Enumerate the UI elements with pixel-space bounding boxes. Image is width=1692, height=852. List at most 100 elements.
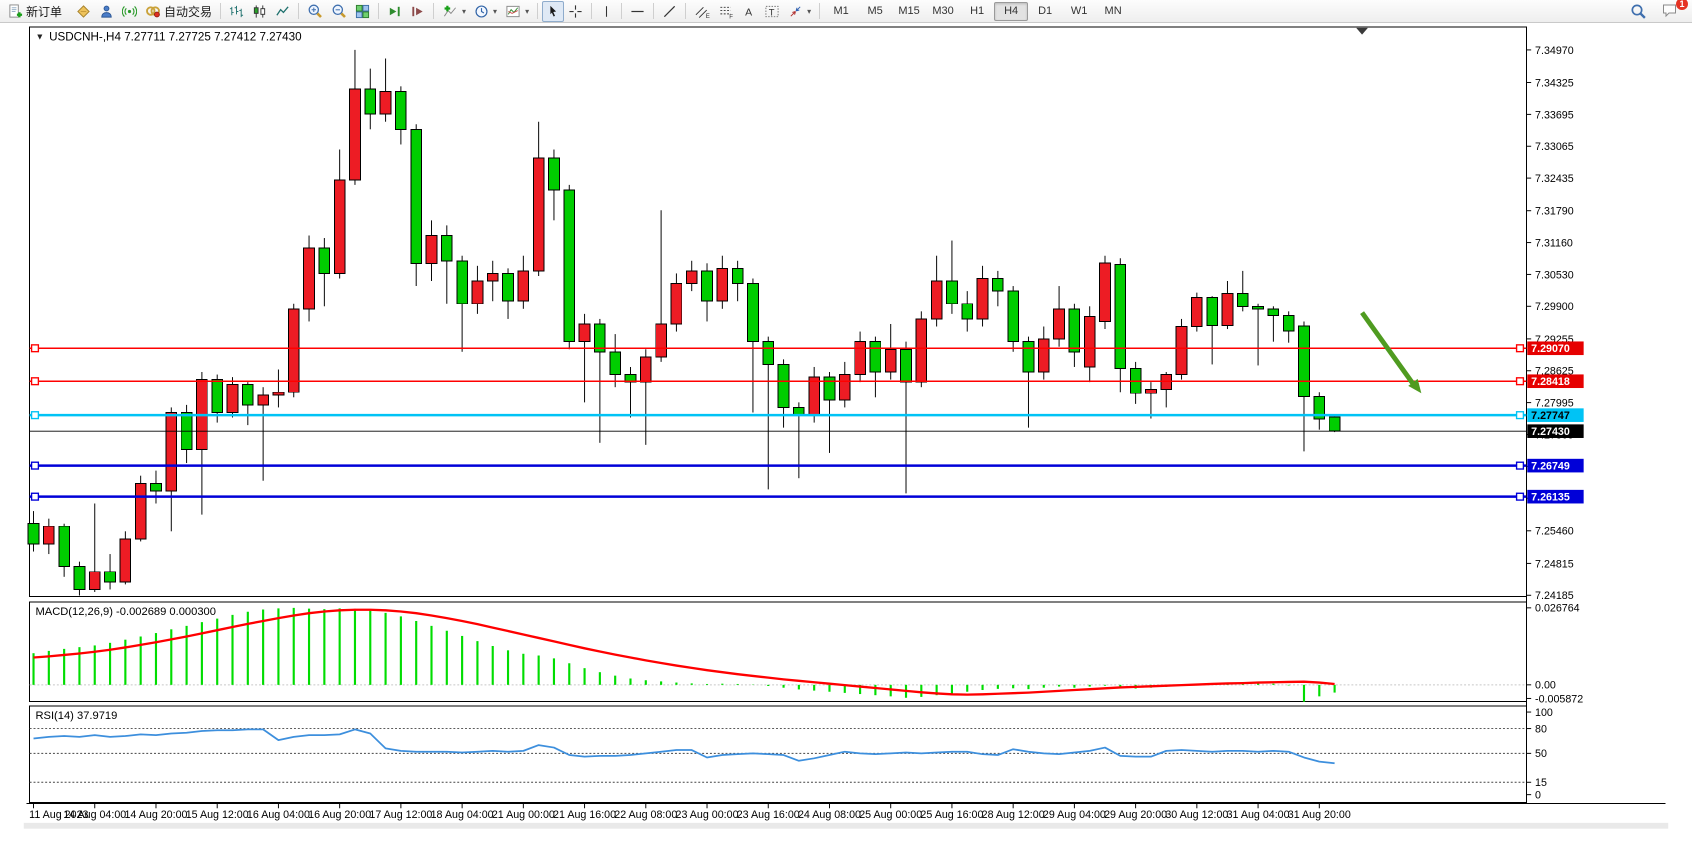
candle: [104, 554, 116, 590]
tile-windows-button[interactable]: [351, 1, 374, 22]
timeframe-button-D1[interactable]: D1: [1038, 5, 1053, 17]
dropdown-caret-icon[interactable]: ▾: [493, 6, 498, 16]
hline-anchor[interactable]: [30, 344, 40, 353]
candle-body: [701, 270, 713, 302]
vertical-line-icon: [606, 5, 608, 17]
candle-body: [915, 318, 928, 383]
search-button[interactable]: [1626, 1, 1651, 22]
candle: [976, 265, 989, 327]
chart-window[interactable]: 7.34970 7.34325 7.33695 7.33065 7.32435 7.317…: [0, 23, 1692, 852]
sell-arrow-object[interactable]: [1360, 311, 1416, 386]
text-button[interactable]: A: [738, 1, 760, 22]
price-pane[interactable]: [29, 26, 1527, 597]
timeframe-button-M15[interactable]: M15: [898, 5, 920, 17]
autotrading-button[interactable]: 自动交易: [141, 1, 216, 22]
channel-button[interactable]: E: [690, 1, 714, 22]
candle: [900, 341, 912, 494]
timeframe-button-H4[interactable]: H4: [994, 1, 1029, 21]
timeframe-button-MN[interactable]: MN: [1104, 5, 1122, 17]
candle: [58, 523, 70, 577]
crosshair-button[interactable]: [564, 1, 587, 22]
hline-anchor[interactable]: [1515, 377, 1525, 386]
hline-anchor[interactable]: [1515, 344, 1525, 353]
candle-body: [548, 157, 560, 191]
timeframe-button-H1[interactable]: H1: [970, 5, 985, 17]
timeframe-button-M30[interactable]: M30: [932, 5, 954, 17]
candle-body: [486, 272, 499, 282]
notifications-button[interactable]: 1: [1657, 0, 1688, 22]
candle: [1114, 258, 1127, 393]
market-watch-button[interactable]: [95, 1, 118, 22]
zoom-out-button[interactable]: [327, 1, 351, 22]
price-tick-label: 7.29900: [1535, 301, 1574, 313]
new-order-button[interactable]: 新订单: [4, 1, 66, 22]
dropdown-caret-icon[interactable]: ▾: [807, 6, 812, 16]
chart-candles-button[interactable]: [248, 1, 271, 22]
hline-anchor[interactable]: [1515, 411, 1525, 420]
dropdown-caret-icon[interactable]: ▾: [462, 6, 467, 16]
profiles-button[interactable]: [72, 1, 95, 22]
fibonacci-button[interactable]: F: [714, 1, 738, 22]
chart-line-button[interactable]: [271, 1, 294, 22]
fibonacci-glyph: F: [729, 13, 733, 18]
time-tick-label: 29 Aug 20:00: [1104, 809, 1167, 821]
timeframe-button-M1[interactable]: M1: [833, 5, 849, 17]
timeframe-button-M5[interactable]: M5: [867, 5, 883, 17]
candle-body: [946, 280, 958, 305]
toolbar-separator: [378, 3, 380, 19]
candle: [349, 49, 361, 185]
trendline-button[interactable]: [658, 1, 681, 22]
label-button[interactable]: T: [760, 1, 784, 22]
candle: [73, 561, 86, 596]
candle-body: [900, 348, 912, 383]
price-badge: [1527, 341, 1584, 356]
templates-button[interactable]: ▾: [501, 1, 533, 22]
zoom-in-button[interactable]: [303, 1, 327, 22]
hline-anchor[interactable]: [30, 461, 40, 470]
candle-body: [88, 571, 101, 590]
indicators-button[interactable]: ▾: [438, 1, 470, 22]
rsi-axis-label: 0: [1535, 790, 1541, 802]
time-tick-label: 21 Aug 16:00: [553, 809, 616, 821]
symbol-dropdown-icon[interactable]: ▼: [35, 32, 44, 42]
autotrading-icon: [146, 5, 160, 17]
candle-body: [272, 391, 285, 396]
time-tick-label: 22 Aug 08:00: [614, 809, 677, 821]
timeframe-button-W1[interactable]: W1: [1070, 5, 1088, 17]
hline-anchor[interactable]: [30, 492, 40, 501]
candle: [1313, 392, 1326, 430]
vertical-line-button[interactable]: [596, 1, 617, 22]
chart-shift-button[interactable]: [406, 1, 429, 22]
candle: [333, 149, 346, 279]
chart-title: USDCNH-,H4 7.27711 7.27725 7.27412 7.274…: [49, 30, 302, 43]
toolbar-separator: [819, 3, 821, 19]
candle-body: [1252, 305, 1264, 310]
cursor-button[interactable]: [542, 0, 565, 22]
hline-anchor[interactable]: [30, 411, 40, 420]
chart-bars-button[interactable]: [225, 1, 248, 22]
toolbar-separator: [591, 3, 593, 19]
candle-body: [211, 379, 224, 413]
hline-anchor[interactable]: [30, 377, 40, 386]
candle: [1221, 281, 1234, 330]
hline-anchor[interactable]: [1515, 461, 1525, 470]
signals-button[interactable]: [118, 1, 141, 22]
toolbar-right: 1: [1626, 0, 1688, 22]
hline-anchor[interactable]: [1515, 492, 1525, 501]
candle: [1145, 382, 1157, 419]
price-badge: [1527, 374, 1584, 389]
horizontal-line-button[interactable]: [626, 1, 649, 22]
periods-button[interactable]: ▾: [470, 1, 501, 22]
candle-body: [1298, 325, 1310, 397]
sell-arrow-head[interactable]: [1408, 378, 1422, 394]
auto-scroll-button[interactable]: [383, 1, 406, 22]
fibonacci-icon: F: [720, 6, 733, 19]
dropdown-caret-icon[interactable]: ▾: [525, 6, 530, 16]
candle: [823, 372, 836, 453]
candle: [1267, 306, 1280, 342]
candle: [1298, 321, 1310, 452]
rsi-line: [33, 728, 1335, 765]
chart-shift-marker[interactable]: [1356, 27, 1368, 35]
arrows-button[interactable]: ▾: [784, 1, 815, 22]
macd-pane[interactable]: [29, 601, 1527, 702]
